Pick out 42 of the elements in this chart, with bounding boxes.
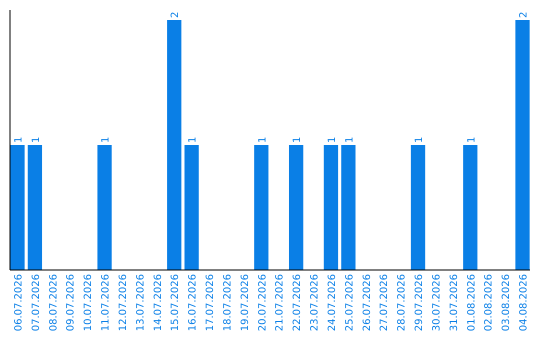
x-tick-label: 17.07.2026 (205, 274, 216, 332)
x-tick-label: 03.08.2026 (501, 274, 512, 332)
data-label: 1 (326, 136, 338, 143)
data-label: 1 (188, 136, 199, 143)
x-tick-label: 22.07.2026 (292, 274, 304, 332)
x-tick-label: 15.07.2026 (170, 274, 182, 332)
data-label: 1 (344, 136, 356, 143)
x-tick-label: 02.08.2026 (484, 274, 495, 332)
data-label: 1 (30, 136, 42, 143)
x-tick-label: 30.07.2026 (431, 274, 442, 332)
x-tick-label: 21.07.2026 (274, 274, 286, 332)
x-tick-label: 26.07.2026 (362, 274, 373, 332)
data-label: 2 (518, 12, 530, 18)
x-tick-label: 29.07.2026 (414, 274, 426, 332)
x-tick-label: 14.07.2026 (152, 274, 164, 332)
data-label: 1 (414, 136, 426, 143)
x-tick-label: 11.07.2026 (100, 274, 112, 332)
x-tick-label: 18.07.2026 (222, 274, 234, 332)
x-tick-label: 27.07.2026 (379, 274, 390, 332)
x-tick-label: 19.07.2026 (240, 274, 251, 332)
data-label: 1 (466, 136, 478, 143)
x-tick-label: 10.07.2026 (83, 274, 94, 332)
x-tick-label: 31.07.2026 (448, 274, 460, 332)
x-tick-label: 13.07.2026 (135, 274, 146, 332)
x-tick-label: 07.07.2026 (30, 274, 42, 332)
data-label: 1 (13, 136, 24, 143)
x-tick-label: 25.07.2026 (344, 274, 356, 332)
x-tick-label: 09.07.2026 (66, 274, 77, 332)
x-tick-label: 04.08.2026 (518, 274, 530, 332)
data-label: 1 (257, 136, 268, 143)
x-tick-label: 01.08.2026 (466, 274, 478, 332)
x-tick-label: 06.07.2026 (13, 274, 24, 332)
x-tick-label: 12.07.2026 (118, 274, 129, 332)
data-label: 1 (292, 136, 304, 143)
x-tick-label: 23.07.2026 (310, 274, 321, 332)
x-tick-label: 20.07.2026 (257, 274, 268, 332)
x-tick-label: 24.07.2026 (326, 274, 338, 332)
x-tick-label: 16.07.2026 (188, 274, 199, 332)
data-label: 1 (100, 136, 112, 143)
x-tick-label: 08.07.2026 (48, 274, 60, 332)
x-tick-label: 28.07.2026 (396, 274, 408, 332)
data-label: 2 (170, 12, 182, 18)
